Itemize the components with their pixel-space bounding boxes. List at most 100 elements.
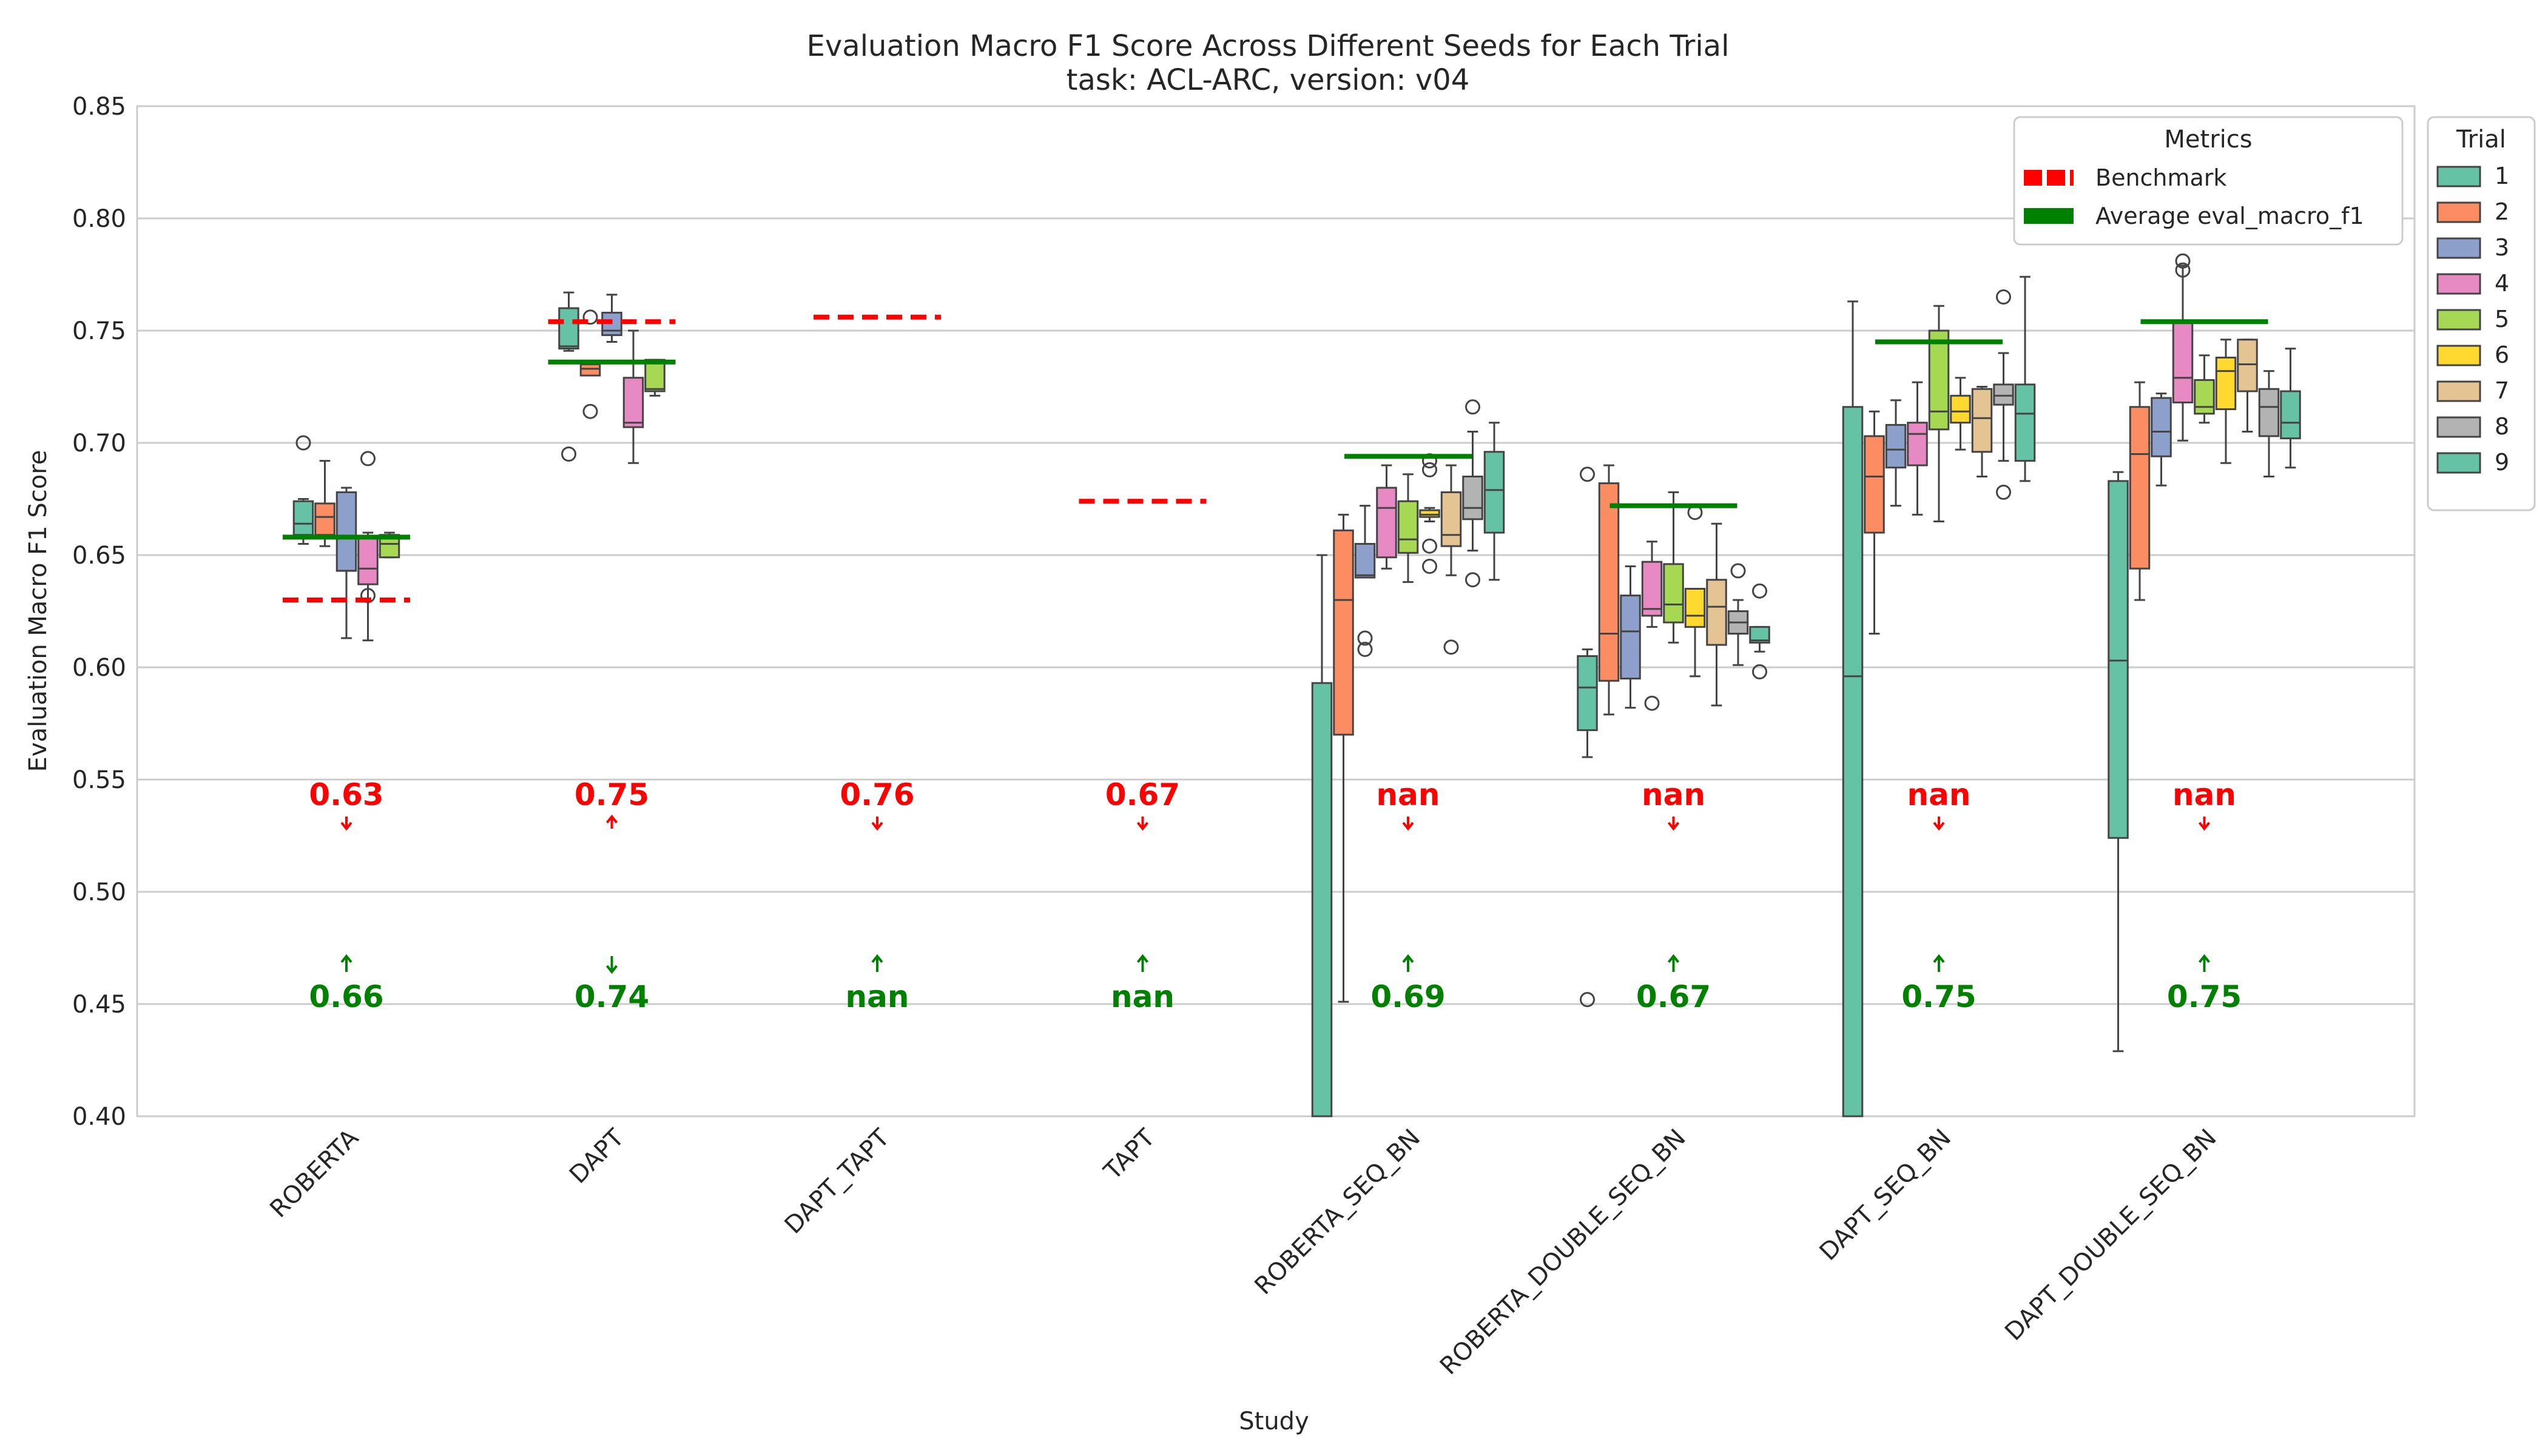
outlier-point [1752,664,1767,679]
outlier-point [295,435,311,451]
y-tick-label: 0.65 [72,542,126,570]
benchmark-arrow [1933,817,1945,831]
trial-legend-item: 2 [2436,198,2509,225]
box-trial-7 [1440,464,1462,655]
benchmark-value-label: 0.75 [575,777,649,812]
average-value-label: 0.75 [1901,979,1976,1014]
x-axis-title: Study [1239,1407,1309,1435]
trial-legend-item: 8 [2436,413,2509,440]
box-group [1842,275,2036,1117]
y-tick-label: 0.50 [72,878,126,906]
metrics-legend-title: Metrics [2164,126,2252,153]
box-trial-1 [2108,471,2129,1053]
average-value-label: 0.69 [1370,979,1445,1014]
benchmark-value-label: 0.63 [309,777,383,812]
average-arrow [605,956,618,974]
box-trial-6 [2215,339,2237,464]
trial-legend-swatch [2436,345,2481,366]
box-group [1311,399,1505,1117]
benchmark-value-label: 0.67 [1105,777,1180,812]
trial-legend-title: Trial [2456,126,2506,153]
box-trial-3 [2151,393,2172,487]
box-trial-6 [1684,505,1706,678]
trial-legend-item: 7 [2436,377,2509,404]
metric-annotations: 0.63 0.75 0.76 0.67 nan nan nan nan 0.66 0.74 nan n… [309,777,2242,1014]
box-body [644,359,666,393]
average-arrow [2198,954,2211,972]
box-trial-2 [579,309,601,419]
box-body [1577,655,1598,732]
box-trial-8 [1993,289,2014,500]
trial-legend-items: 1 2 3 4 5 6 7 8 9 [2436,163,2509,476]
box-trial-4 [2172,253,2194,442]
trial-legend-label: 4 [2495,270,2509,297]
benchmark-arrow [2198,817,2211,831]
box-trial-5 [644,359,666,397]
box-trial-7 [1706,522,1727,707]
box-trial-2 [1864,410,1885,635]
benchmark-arrow [1136,817,1149,831]
average-arrow [1136,954,1149,972]
outlier-point [1580,992,1595,1008]
arrow-head [1933,821,1945,831]
box-body [1376,487,1397,559]
box-body [1663,563,1684,624]
benchmark-value-label: nan [2172,777,2236,812]
box-trial-7 [2237,339,2258,433]
plot-frame [136,105,2416,1117]
box-trial-3 [335,487,357,639]
trial-legend-swatch [2436,201,2481,223]
box-trial-9 [1749,583,1770,679]
trial-legend-label: 3 [2495,234,2509,261]
outlier-point [1996,289,2011,305]
box-trial-5 [1928,305,1950,522]
box-group [1577,464,1770,1008]
trial-legend-label: 2 [2495,198,2509,225]
box-trial-4 [1907,381,1928,516]
box-trial-9 [1483,422,1505,581]
box-body [1928,329,1950,431]
outlier-point [2175,253,2191,269]
box-body [1706,579,1727,646]
outlier-point [582,403,598,419]
box-body [2258,388,2280,437]
arrow-head [871,954,883,963]
arrow-head [1136,821,1149,831]
average-arrow [1402,954,1414,972]
box-body [1993,383,2014,406]
outlier-point [1357,630,1373,646]
benchmark-arrow [605,814,618,829]
box-trial-3 [1620,565,1641,709]
y-tick-label: 0.85 [72,93,126,121]
outlier-point [1422,462,1437,477]
benchmark-value-label: 0.76 [840,777,914,812]
outlier-point [1465,572,1480,588]
box-body [2215,356,2237,411]
box-trial-5 [1663,491,1684,644]
arrow-head [1402,954,1414,963]
average-arrow [871,954,883,972]
outlier-point [582,309,598,325]
box-body [558,307,579,350]
average-arrow [1933,954,1945,972]
average-value-label: 0.66 [309,979,383,1014]
y-tick-label: 0.60 [72,654,126,682]
outlier-point [1996,484,2011,500]
box-body [1419,509,1440,518]
average-value-label: 0.75 [2167,979,2242,1014]
metric-lines [283,314,2268,602]
box-body [1440,491,1462,547]
outlier-point [1752,583,1767,599]
trial-legend: Trial 1 2 3 4 5 6 7 8 9 [2427,116,2536,511]
y-tick-label: 0.80 [72,205,126,233]
box-body [1950,394,1971,424]
box-trial-1 [1842,300,1864,1117]
box-trial-1 [292,435,314,545]
arrow-head [1933,954,1945,963]
outlier-point [1580,467,1595,482]
trial-legend-item: 6 [2436,342,2509,368]
y-tick-label: 0.45 [72,991,126,1019]
box-trial-5 [1397,473,1419,583]
benchmark-arrow [871,817,883,831]
